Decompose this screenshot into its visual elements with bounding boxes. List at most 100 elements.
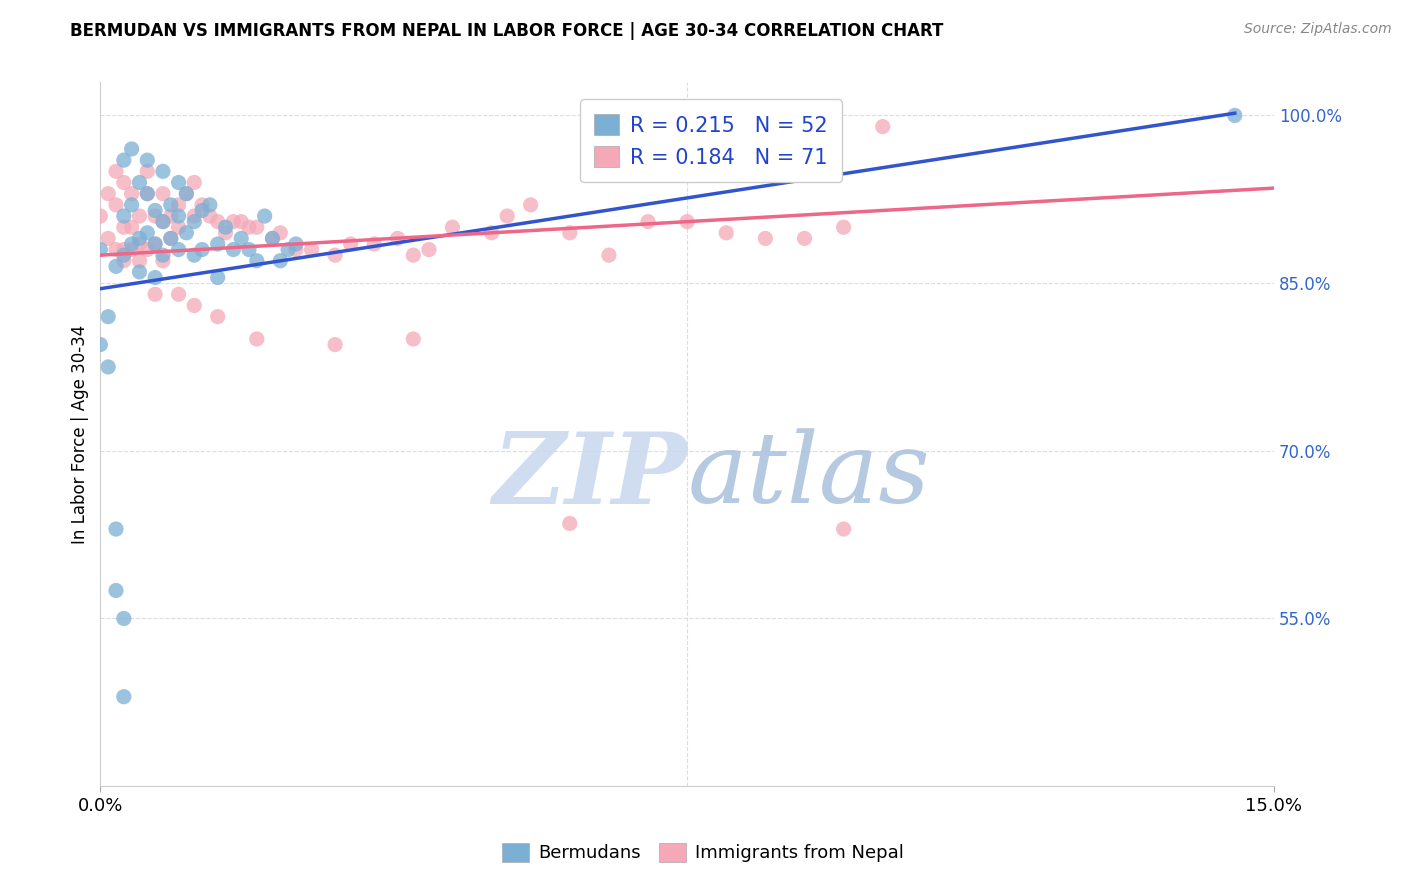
- Point: [97, 231, 120, 245]
- Point: [152, 214, 174, 228]
- Point: [676, 214, 699, 228]
- Point: [238, 220, 260, 235]
- Point: [363, 237, 385, 252]
- Point: [402, 332, 425, 346]
- Point: [89, 243, 111, 257]
- Point: [246, 220, 269, 235]
- Point: [496, 209, 519, 223]
- Text: Source: ZipAtlas.com: Source: ZipAtlas.com: [1244, 22, 1392, 37]
- Point: [143, 270, 166, 285]
- Point: [637, 214, 659, 228]
- Point: [418, 243, 440, 257]
- Point: [176, 186, 198, 201]
- Point: [323, 248, 346, 262]
- Point: [143, 237, 166, 252]
- Point: [128, 209, 150, 223]
- Point: [167, 243, 190, 257]
- Point: [191, 203, 214, 218]
- Text: BERMUDAN VS IMMIGRANTS FROM NEPAL IN LABOR FORCE | AGE 30-34 CORRELATION CHART: BERMUDAN VS IMMIGRANTS FROM NEPAL IN LAB…: [70, 22, 943, 40]
- Point: [754, 231, 776, 245]
- Point: [176, 186, 198, 201]
- Point: [136, 243, 159, 257]
- Point: [152, 186, 174, 201]
- Point: [231, 214, 253, 228]
- Point: [152, 248, 174, 262]
- Point: [152, 164, 174, 178]
- Point: [284, 243, 307, 257]
- Point: [105, 198, 128, 212]
- Point: [136, 164, 159, 178]
- Point: [222, 243, 245, 257]
- Point: [793, 231, 815, 245]
- Point: [167, 287, 190, 301]
- Point: [121, 243, 143, 257]
- Point: [269, 253, 291, 268]
- Point: [97, 359, 120, 374]
- Point: [167, 198, 190, 212]
- Point: [207, 237, 229, 252]
- Point: [167, 220, 190, 235]
- Point: [143, 287, 166, 301]
- Point: [269, 226, 291, 240]
- Point: [159, 209, 181, 223]
- Point: [152, 214, 174, 228]
- Point: [262, 231, 284, 245]
- Point: [105, 583, 128, 598]
- Point: [198, 209, 221, 223]
- Point: [112, 253, 135, 268]
- Point: [441, 220, 464, 235]
- Point: [207, 270, 229, 285]
- Point: [89, 209, 111, 223]
- Point: [128, 253, 150, 268]
- Point: [481, 226, 503, 240]
- Point: [872, 120, 894, 134]
- Point: [159, 231, 181, 245]
- Point: [128, 237, 150, 252]
- Point: [183, 298, 205, 312]
- Point: [167, 176, 190, 190]
- Point: [176, 226, 198, 240]
- Point: [198, 198, 221, 212]
- Point: [121, 220, 143, 235]
- Point: [214, 226, 236, 240]
- Y-axis label: In Labor Force | Age 30-34: In Labor Force | Age 30-34: [72, 325, 89, 543]
- Point: [214, 220, 236, 235]
- Point: [128, 176, 150, 190]
- Point: [136, 153, 159, 168]
- Point: [207, 214, 229, 228]
- Point: [387, 231, 409, 245]
- Point: [167, 209, 190, 223]
- Point: [262, 231, 284, 245]
- Point: [152, 253, 174, 268]
- Point: [112, 153, 135, 168]
- Point: [143, 209, 166, 223]
- Point: [191, 243, 214, 257]
- Point: [183, 248, 205, 262]
- Point: [598, 248, 620, 262]
- Point: [207, 310, 229, 324]
- Point: [246, 253, 269, 268]
- Point: [238, 243, 260, 257]
- Point: [121, 198, 143, 212]
- Point: [128, 231, 150, 245]
- Point: [191, 198, 214, 212]
- Point: [112, 220, 135, 235]
- Point: [143, 237, 166, 252]
- Point: [284, 237, 307, 252]
- Point: [112, 248, 135, 262]
- Point: [323, 337, 346, 351]
- Point: [246, 332, 269, 346]
- Point: [183, 214, 205, 228]
- Point: [112, 690, 135, 704]
- Point: [716, 226, 738, 240]
- Point: [402, 248, 425, 262]
- Point: [112, 176, 135, 190]
- Point: [277, 243, 299, 257]
- Point: [105, 243, 128, 257]
- Point: [128, 265, 150, 279]
- Legend: Bermudans, Immigrants from Nepal: Bermudans, Immigrants from Nepal: [495, 836, 911, 870]
- Point: [97, 310, 120, 324]
- Point: [105, 260, 128, 274]
- Point: [121, 142, 143, 156]
- Point: [159, 198, 181, 212]
